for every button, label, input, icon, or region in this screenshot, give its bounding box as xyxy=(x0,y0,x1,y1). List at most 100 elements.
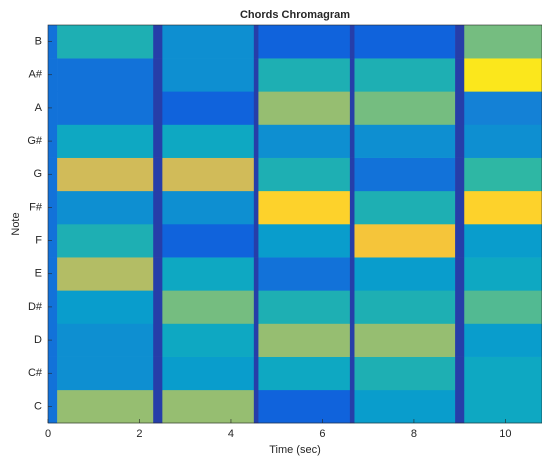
heatmap-cell xyxy=(153,323,163,357)
heatmap-cell xyxy=(258,124,351,158)
heatmap-cell xyxy=(57,389,154,424)
heatmap-cell xyxy=(464,290,542,324)
heatmap-cell xyxy=(48,290,58,324)
heatmap-cell xyxy=(349,323,355,357)
heatmap-cell xyxy=(455,58,465,92)
heatmap-cell xyxy=(57,91,154,125)
heatmap-cell xyxy=(57,25,154,59)
y-tick-label: A# xyxy=(29,69,43,81)
heatmap-cell xyxy=(57,224,154,258)
heatmap-cell xyxy=(455,124,465,158)
heatmap-cell xyxy=(153,58,163,92)
heatmap-cell xyxy=(153,157,163,192)
heatmap-cell xyxy=(153,290,163,324)
heatmap-cell xyxy=(349,190,355,225)
heatmap-cell xyxy=(354,389,456,424)
heatmap-cell xyxy=(153,124,163,158)
heatmap-cell xyxy=(354,257,456,291)
x-tick-label: 10 xyxy=(499,428,511,440)
heatmap-cell xyxy=(258,58,351,92)
y-tick-label: E xyxy=(35,268,42,280)
heatmap-cell xyxy=(162,124,255,158)
y-tick-label: B xyxy=(35,35,42,47)
y-tick-label: G xyxy=(33,168,42,180)
y-tick-label: D# xyxy=(28,301,43,313)
heatmap-cell xyxy=(162,356,255,391)
heatmap-cell xyxy=(258,157,351,192)
heatmap-cell xyxy=(57,190,154,225)
heatmap-cell xyxy=(464,91,542,125)
heatmap-cell xyxy=(349,290,355,324)
y-tick-label: A xyxy=(35,102,43,114)
heatmap-cell xyxy=(258,91,351,125)
heatmap-cell xyxy=(48,257,58,291)
heatmap-cell xyxy=(253,224,259,258)
heatmap-cell xyxy=(349,257,355,291)
heatmap-cell xyxy=(162,25,255,59)
heatmap-cell xyxy=(48,58,58,92)
heatmap-cell xyxy=(455,157,465,192)
heatmap-cell xyxy=(455,224,465,258)
heatmap-cell xyxy=(354,190,456,225)
heatmap-cell xyxy=(48,91,58,125)
heatmap-cell xyxy=(48,356,58,391)
heatmap-cell xyxy=(354,25,456,59)
y-tick-label: D xyxy=(34,334,42,346)
heatmap-cell xyxy=(57,157,154,192)
heatmap-cell xyxy=(153,224,163,258)
heatmap-cell xyxy=(153,91,163,125)
heatmap-cell xyxy=(253,91,259,125)
heatmap-cell xyxy=(57,257,154,291)
heatmap-cell xyxy=(455,25,465,59)
heatmap-cell xyxy=(162,389,255,424)
heatmap-cell xyxy=(354,290,456,324)
heatmap-cell xyxy=(153,257,163,291)
heatmap-cell xyxy=(253,25,259,59)
heatmap-cell xyxy=(162,290,255,324)
heatmap-cell xyxy=(253,124,259,158)
heatmap-cell xyxy=(349,157,355,192)
heatmap-cell xyxy=(464,58,542,92)
heatmap-cell xyxy=(464,356,542,391)
heatmap-cell xyxy=(354,224,456,258)
heatmap-cell xyxy=(464,124,542,158)
heatmap-cell xyxy=(162,91,255,125)
heatmap-cell xyxy=(258,290,351,324)
heatmap-cell xyxy=(258,224,351,258)
heatmap-cell xyxy=(162,323,255,357)
heatmap-cell xyxy=(162,58,255,92)
heatmap-cell xyxy=(258,190,351,225)
heatmap-cell xyxy=(253,290,259,324)
heatmap-cell xyxy=(258,257,351,291)
heatmap-cell xyxy=(354,91,456,125)
heatmap-cell xyxy=(253,356,259,391)
x-tick-label: 0 xyxy=(45,428,51,440)
y-tick-label: C# xyxy=(28,367,43,379)
heatmap-cell xyxy=(464,190,542,225)
heatmap-cell xyxy=(354,323,456,357)
heatmap-cell xyxy=(464,157,542,192)
heatmap-cell xyxy=(48,124,58,158)
heatmap-cell xyxy=(455,190,465,225)
heatmap-cell xyxy=(354,58,456,92)
heatmap-cell xyxy=(349,356,355,391)
heatmap-cell xyxy=(48,157,58,192)
heatmap-cell xyxy=(153,25,163,59)
heatmap-cell xyxy=(162,257,255,291)
x-tick-label: 8 xyxy=(411,428,417,440)
heatmap-cell xyxy=(349,389,355,424)
heatmap-cell xyxy=(455,389,465,424)
heatmap-cell xyxy=(354,124,456,158)
heatmap-cell xyxy=(57,323,154,357)
heatmap-cell xyxy=(253,58,259,92)
heatmap-cell xyxy=(57,356,154,391)
heatmap-cell xyxy=(48,323,58,357)
heatmap-cell xyxy=(455,91,465,125)
heatmap-cells xyxy=(48,25,542,424)
heatmap-cell xyxy=(354,157,456,192)
x-tick-label: 2 xyxy=(136,428,142,440)
axes: C C# D D# E F F# G G# A A# B 0 2 4 6 8 10 xyxy=(27,24,542,440)
y-tick-label: F xyxy=(35,234,42,246)
heatmap-cell xyxy=(258,389,351,424)
